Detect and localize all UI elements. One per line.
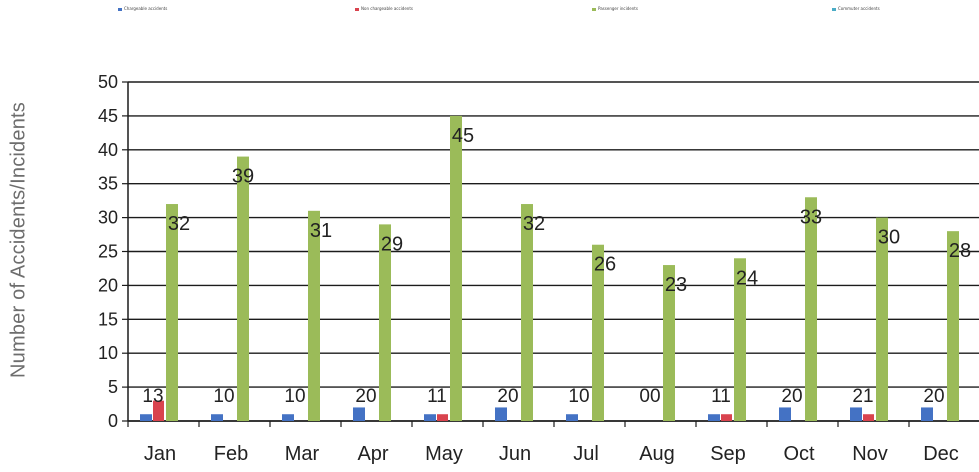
bar-chargeable-accidents — [566, 414, 578, 421]
data-label-big: 24 — [736, 267, 758, 289]
data-label-big: 28 — [949, 240, 971, 262]
legend-item: Passenger incidents — [592, 6, 638, 11]
bar-chargeable-accidents — [921, 407, 933, 421]
x-tick-label: Jun — [499, 443, 531, 465]
data-label-small: 11 — [711, 386, 731, 407]
data-label-small: 20 — [497, 386, 518, 407]
y-tick-label: 0 — [108, 411, 118, 431]
y-tick-label: 5 — [108, 377, 118, 397]
x-tick-label: Jan — [144, 443, 176, 465]
bar-passenger-incidents — [734, 258, 746, 421]
x-tick-label: Aug — [639, 443, 675, 465]
y-tick-label: 45 — [98, 106, 118, 126]
data-label-big: 23 — [665, 274, 687, 296]
bar-passenger-incidents — [166, 204, 178, 421]
bar-non-chargeable-accidents — [721, 414, 732, 421]
bar-passenger-incidents — [521, 204, 533, 421]
chart-legend: Chargeable accidents Non chargeable acci… — [0, 6, 979, 18]
data-label-small: 11 — [427, 386, 447, 407]
x-tick-label: Apr — [357, 443, 388, 465]
legend-item: Commuter accidents — [832, 6, 880, 11]
legend-item: Non chargeable accidents — [355, 6, 413, 11]
bar-passenger-incidents — [308, 210, 320, 421]
legend-label: Passenger incidents — [598, 6, 638, 11]
bar-chargeable-accidents — [353, 407, 365, 421]
legend-swatch — [118, 7, 122, 11]
legend-item: Chargeable accidents — [118, 6, 167, 11]
bar-chargeable-accidents — [495, 407, 507, 421]
y-tick-label: 20 — [98, 275, 118, 295]
bar-chargeable-accidents — [779, 407, 791, 421]
x-tick-label: Sep — [710, 443, 746, 465]
legend-swatch — [832, 7, 836, 11]
data-label-small: 20 — [781, 386, 802, 407]
data-label-big: 45 — [452, 125, 474, 147]
bar-non-chargeable-accidents — [437, 414, 448, 421]
bar-chargeable-accidents — [140, 414, 152, 421]
legend-label: Commuter accidents — [838, 6, 880, 11]
bar-passenger-incidents — [947, 231, 959, 421]
y-tick-label: 50 — [98, 72, 118, 92]
data-label-big: 26 — [594, 254, 616, 276]
x-tick-label: Dec — [923, 443, 959, 465]
bar-passenger-incidents — [805, 197, 817, 421]
x-tick-label: Nov — [852, 443, 888, 465]
data-label-big: 32 — [523, 213, 545, 235]
data-label-small: 13 — [142, 386, 163, 407]
data-label-big: 30 — [878, 227, 900, 249]
bar-chargeable-accidents — [850, 407, 862, 421]
legend-swatch — [355, 7, 359, 11]
data-label-small: 10 — [213, 386, 234, 407]
data-label-small: 20 — [923, 386, 944, 407]
data-label-big: 32 — [168, 213, 190, 235]
bar-chargeable-accidents — [424, 414, 436, 421]
data-label-small: 20 — [355, 386, 376, 407]
x-tick-label: Jul — [573, 443, 599, 465]
bar-passenger-incidents — [592, 244, 604, 421]
y-tick-label: 35 — [98, 174, 118, 194]
y-tick-label: 10 — [98, 343, 118, 363]
bar-chargeable-accidents — [282, 414, 294, 421]
y-tick-label: 25 — [98, 242, 118, 262]
data-label-small: 10 — [284, 386, 305, 407]
bar-chargeable-accidents — [708, 414, 720, 421]
data-label-small: 00 — [639, 386, 660, 407]
y-tick-label: 40 — [98, 140, 118, 160]
x-tick-label: Feb — [214, 443, 248, 465]
bar-passenger-incidents — [663, 265, 675, 421]
bar-non-chargeable-accidents — [153, 400, 164, 421]
data-label-big: 39 — [232, 166, 254, 188]
legend-swatch — [592, 7, 596, 11]
data-label-big: 33 — [800, 206, 822, 228]
bar-non-chargeable-accidents — [863, 414, 874, 421]
bar-passenger-incidents — [379, 224, 391, 421]
x-tick-label: Mar — [285, 443, 320, 465]
data-label-big: 29 — [381, 233, 403, 255]
x-tick-label: May — [425, 443, 463, 465]
x-tick-label: Oct — [783, 443, 815, 465]
y-tick-label: 15 — [98, 309, 118, 329]
bar-passenger-incidents — [876, 217, 888, 421]
legend-label: Non chargeable accidents — [361, 6, 413, 11]
bar-chargeable-accidents — [211, 414, 223, 421]
bar-passenger-incidents — [450, 115, 462, 422]
y-tick-label: 30 — [98, 208, 118, 228]
data-label-small: 10 — [568, 386, 589, 407]
legend-label: Chargeable accidents — [124, 6, 168, 11]
data-label-small: 21 — [852, 386, 873, 407]
bar-passenger-incidents — [237, 156, 249, 421]
data-label-big: 31 — [310, 220, 332, 242]
